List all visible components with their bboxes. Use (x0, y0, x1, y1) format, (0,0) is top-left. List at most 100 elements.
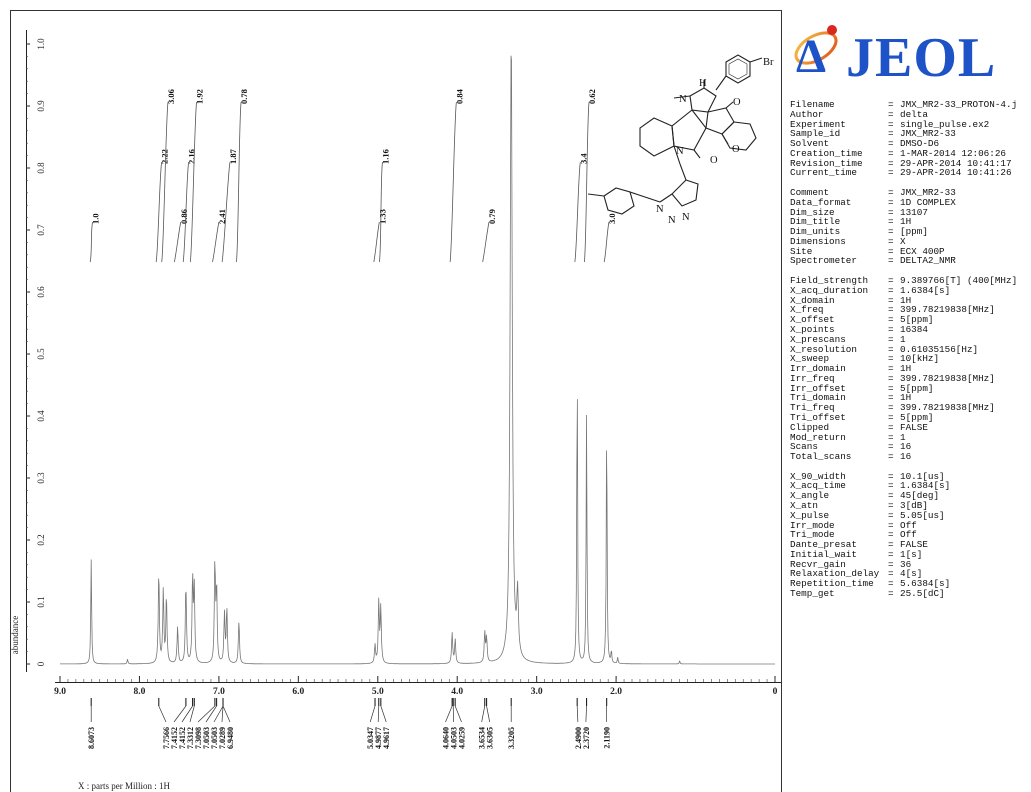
param-key: Solvent (790, 138, 830, 150)
integral-label: 3.4 (578, 153, 588, 164)
param-equals: = (888, 441, 894, 453)
param-equals: = (888, 372, 894, 384)
integral: 1.16 (378, 149, 391, 263)
pick-leader (454, 705, 462, 723)
param-equals: = (888, 490, 894, 502)
param-value: 1.6384[s] (900, 480, 951, 492)
integral-label: 1.16 (381, 149, 391, 164)
y-tick-label: 1.0 (36, 38, 46, 50)
triazole-ring (671, 179, 699, 207)
param-value: 5.05[us] (900, 509, 945, 521)
param-value: 29-APR-2014 10:41:17 (900, 157, 1012, 169)
param-equals: = (888, 529, 894, 541)
integral-label: 1.92 (195, 89, 205, 104)
pick-leader (173, 705, 187, 723)
x-tick-label: 3.0 (531, 687, 543, 697)
param-value: Off (900, 529, 917, 541)
param-equals: = (888, 343, 894, 355)
integral: 0.84 (449, 88, 464, 263)
param-key: Irr_domain (790, 363, 846, 375)
param-key: Scans (790, 441, 818, 453)
pick-leader (189, 705, 195, 723)
param-key: Data_format (790, 196, 852, 208)
pick-label: 4.0503 (450, 727, 459, 749)
param-value: single_pulse.ex2 (900, 118, 990, 130)
param-key: Filename (790, 99, 835, 110)
pick-label: 7.3312 (186, 727, 195, 749)
param-key: X_resolution (790, 343, 857, 355)
pick-label: 4.0259 (458, 727, 467, 749)
y-tick-label: 0.7 (36, 224, 46, 236)
param-value: 1D COMPLEX (900, 196, 956, 208)
peak-picks: 8.6073 7.7566 7.4152 7.4152 7.3312 7.3098 7.05… (87, 698, 612, 749)
param-equals: = (888, 255, 894, 267)
pick-label: 7.4152 (178, 727, 187, 749)
param-value: 1H (900, 363, 912, 375)
param-key: X_sweep (790, 353, 830, 365)
integral-label: 2.16 (187, 149, 197, 164)
param-row: X_angle = 45[deg] (790, 491, 1017, 501)
param-equals: = (888, 431, 894, 443)
integral: 3.0 (603, 213, 617, 263)
param-key: Creation_time (790, 147, 863, 159)
param-value: ECX 400P (900, 245, 945, 257)
integral-label: 0.84 (454, 88, 464, 104)
param-key: Tri_mode (790, 529, 835, 541)
param-value: 1H (900, 294, 912, 306)
param-key: X_domain (790, 294, 835, 306)
param-value: 399.78219838[MHz] (900, 402, 995, 414)
param-row: Mod_return = 1 (790, 431, 1017, 443)
param-key: Mod_return (790, 431, 846, 443)
param-row: Author = delta (790, 108, 1017, 120)
param-row: Dim_units = [ppm] (790, 227, 1017, 237)
oxindole-five-ring (671, 109, 707, 151)
x-tick-label: 0 (773, 687, 778, 697)
integral-curve (89, 221, 93, 263)
parameter-panel: Δ JEOL Filename = JMX_MR2-33_PROTON-4.j Aut… (782, 10, 1031, 792)
peak-pick-group: 2.1190 (603, 698, 612, 749)
x-tick-label: 9.0 (54, 687, 66, 697)
y-tick-label: 0 (36, 661, 46, 666)
param-row: Tri_mode = Off (790, 530, 1017, 540)
param-key: Sample_id (790, 128, 841, 140)
y-axis-title: abundance (10, 616, 20, 654)
y-tick-label: 0.4 (36, 410, 46, 422)
param-value: 3[dB] (900, 499, 928, 511)
integral: 0.78 (235, 89, 249, 263)
pyrrolidine-ring (689, 87, 717, 113)
param-row: Site = ECX 400P (790, 245, 1017, 257)
integral-label: 2.22 (160, 149, 170, 164)
triazole-n1-label: N (656, 204, 664, 215)
param-row: X_acq_time = 1.6384[s] (790, 481, 1017, 491)
peak-pick-group: 8.6073 (87, 698, 96, 749)
pick-label: 3.3205 (507, 727, 516, 749)
logo-mark: Δ (796, 30, 826, 83)
param-value: 5[ppm] (900, 411, 934, 423)
param-row: X_pulse = 5.05[us] (790, 509, 1017, 521)
peak-pick-group: 7.7566 7.4152 7.4152 7.3312 7.3098 7.0503 7.05… (158, 698, 235, 749)
param-row: Clipped = FALSE (790, 422, 1017, 433)
integral: 2.22 (155, 149, 170, 263)
param-row: Total_scans = 16 (790, 452, 1017, 462)
integral-curve (449, 101, 457, 263)
param-value: delta (900, 108, 928, 120)
param-value: 1 (900, 333, 906, 345)
param-row: X_domain = 1H (790, 294, 1017, 306)
integral-label: 0.78 (239, 89, 249, 104)
param-equals: = (888, 304, 894, 316)
param-row: X_points = 16384 (790, 325, 1017, 335)
param-key: Current_time (790, 167, 857, 179)
param-row: X_acq_duration = 1.6384[s] (790, 286, 1017, 296)
peak-pick-group: 5.0347 4.9877 4.9617 (366, 698, 391, 749)
integral-curve (174, 221, 182, 263)
param-row: X_sweep = 10[kHz] (790, 354, 1017, 364)
o-label-3: O (732, 144, 740, 155)
integral-label: 3.06 (166, 89, 176, 104)
integral-label: 0.62 (587, 89, 597, 104)
integral-label: 1.33 (377, 209, 387, 224)
param-value: FALSE (900, 539, 928, 551)
param-row: Relaxation_delay = 4[s] (790, 569, 1017, 579)
peak-pick-group: 3.6534 3.6305 (478, 698, 495, 749)
param-key: Dim_units (790, 226, 841, 238)
param-key: Irr_offset (790, 382, 846, 394)
